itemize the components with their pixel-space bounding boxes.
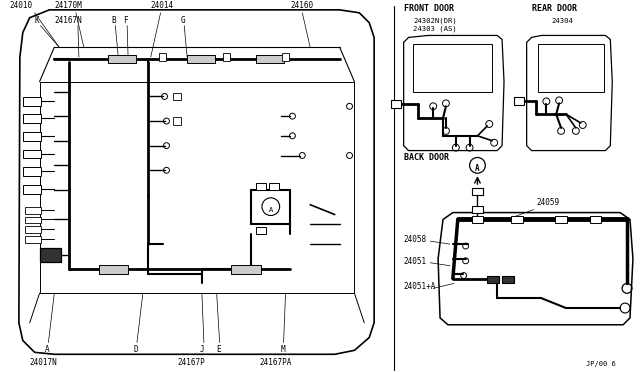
Bar [223, 53, 230, 61]
Bar [23, 132, 40, 141]
Bar [589, 215, 602, 224]
Text: A: A [44, 346, 49, 355]
Text: 24303 (AS): 24303 (AS) [413, 26, 457, 32]
Bar [472, 206, 483, 212]
Bar [25, 207, 40, 214]
Bar [25, 217, 40, 224]
Text: 24167P: 24167P [177, 358, 205, 367]
Text: 24014: 24014 [151, 1, 174, 10]
Text: K: K [35, 16, 39, 25]
Bar [514, 97, 524, 105]
Bar [472, 215, 483, 224]
Text: A: A [475, 164, 480, 173]
Bar [256, 183, 266, 190]
Bar [99, 265, 128, 273]
Text: B: B [111, 16, 116, 25]
Bar [159, 53, 166, 61]
Text: M: M [280, 346, 285, 355]
Bar [23, 167, 40, 176]
Text: REAR DOOR: REAR DOOR [532, 4, 577, 13]
Bar [391, 100, 401, 108]
Text: JP/00 6: JP/00 6 [586, 361, 616, 367]
Bar [511, 215, 523, 224]
Text: 24167PA: 24167PA [259, 358, 291, 367]
Bar [173, 117, 181, 125]
Bar [108, 55, 136, 63]
Text: F: F [123, 16, 128, 25]
Text: E: E [217, 346, 221, 355]
Bar [413, 44, 492, 92]
Bar [25, 236, 40, 243]
Bar [23, 114, 40, 123]
Text: FRONT DOOR: FRONT DOOR [404, 4, 454, 13]
Text: 24051: 24051 [404, 257, 427, 266]
Bar [23, 150, 40, 158]
Text: J: J [200, 346, 205, 355]
Bar [538, 44, 604, 92]
Bar [269, 183, 278, 190]
Bar [256, 227, 266, 234]
Text: 24302N(DR): 24302N(DR) [413, 17, 457, 24]
Text: 24017N: 24017N [29, 358, 58, 367]
Bar [23, 97, 40, 106]
Bar [502, 276, 514, 283]
Bar [173, 93, 181, 100]
Bar [472, 188, 483, 195]
Bar [25, 226, 40, 233]
Text: 24160: 24160 [291, 1, 314, 10]
Text: A: A [269, 206, 273, 213]
Bar [282, 53, 289, 61]
Text: BACK DOOR: BACK DOOR [404, 153, 449, 163]
Bar [555, 215, 567, 224]
Text: 24059: 24059 [536, 198, 559, 207]
Bar [23, 185, 40, 194]
Text: 24170M: 24170M [54, 1, 82, 10]
Bar [487, 276, 499, 283]
Bar [232, 265, 261, 273]
Text: G: G [180, 16, 185, 25]
Bar [40, 248, 61, 262]
Text: 24167N: 24167N [54, 16, 82, 25]
Bar [256, 55, 284, 63]
Text: 24010: 24010 [9, 1, 32, 10]
Text: 24304: 24304 [551, 17, 573, 24]
Bar [187, 55, 214, 63]
Text: 24058: 24058 [404, 235, 427, 244]
Text: D: D [133, 346, 138, 355]
Text: 24051+A: 24051+A [404, 282, 436, 291]
